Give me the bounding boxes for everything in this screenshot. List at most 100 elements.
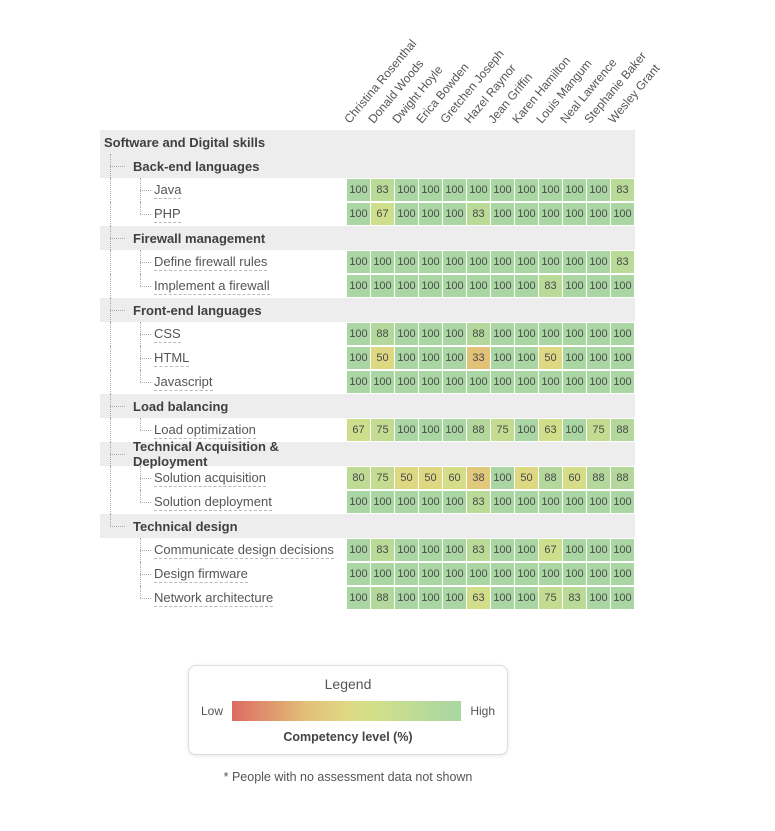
heatmap-cell[interactable]: 88 [611,419,634,441]
skill-label[interactable]: Design firmware [154,565,248,583]
heatmap-cell[interactable]: 100 [371,371,394,393]
heatmap-cell[interactable]: 88 [371,323,394,345]
heatmap-cell[interactable]: 100 [587,203,610,225]
heatmap-cell[interactable]: 100 [443,275,466,297]
heatmap-cell[interactable]: 100 [371,491,394,513]
heatmap-cell[interactable]: 100 [539,563,562,585]
skill-label[interactable]: Solution deployment [154,493,272,511]
skill-label[interactable]: PHP [154,205,181,223]
heatmap-cell[interactable]: 100 [443,419,466,441]
heatmap-cell[interactable]: 100 [443,347,466,369]
heatmap-cell[interactable]: 100 [419,419,442,441]
heatmap-cell[interactable]: 100 [587,539,610,561]
heatmap-cell[interactable]: 100 [467,371,490,393]
skill-group-label[interactable]: Front-end languages [133,302,262,318]
heatmap-cell[interactable]: 100 [563,203,586,225]
heatmap-cell[interactable]: 100 [587,371,610,393]
heatmap-cell[interactable]: 80 [347,467,370,489]
heatmap-cell[interactable]: 100 [467,275,490,297]
skill-label[interactable]: CSS [154,325,181,343]
heatmap-cell[interactable]: 100 [371,563,394,585]
heatmap-cell[interactable]: 100 [419,275,442,297]
heatmap-cell[interactable]: 100 [515,539,538,561]
heatmap-cell[interactable]: 75 [491,419,514,441]
heatmap-cell[interactable]: 100 [443,587,466,609]
heatmap-cell[interactable]: 100 [395,251,418,273]
heatmap-cell[interactable]: 100 [539,203,562,225]
heatmap-cell[interactable]: 60 [563,467,586,489]
heatmap-cell[interactable]: 100 [563,539,586,561]
heatmap-cell[interactable]: 100 [515,203,538,225]
heatmap-cell[interactable]: 88 [371,587,394,609]
heatmap-cell[interactable]: 67 [539,539,562,561]
heatmap-cell[interactable]: 100 [419,563,442,585]
heatmap-cell[interactable]: 88 [467,419,490,441]
heatmap-cell[interactable]: 100 [467,563,490,585]
heatmap-cell[interactable]: 100 [611,275,634,297]
heatmap-cell[interactable]: 100 [539,179,562,201]
heatmap-cell[interactable]: 100 [347,251,370,273]
heatmap-cell[interactable]: 100 [491,587,514,609]
heatmap-cell[interactable]: 100 [491,563,514,585]
heatmap-cell[interactable]: 100 [347,371,370,393]
heatmap-cell[interactable]: 100 [491,275,514,297]
heatmap-cell[interactable]: 50 [371,347,394,369]
heatmap-cell[interactable]: 100 [347,275,370,297]
skill-label[interactable]: Load optimization [154,421,256,439]
heatmap-cell[interactable]: 100 [491,371,514,393]
heatmap-cell[interactable]: 75 [371,419,394,441]
heatmap-cell[interactable]: 100 [395,179,418,201]
heatmap-cell[interactable]: 100 [587,275,610,297]
heatmap-cell[interactable]: 100 [587,179,610,201]
heatmap-cell[interactable]: 83 [611,179,634,201]
heatmap-cell[interactable]: 100 [563,491,586,513]
heatmap-cell[interactable]: 100 [419,491,442,513]
heatmap-cell[interactable]: 100 [491,203,514,225]
heatmap-cell[interactable]: 100 [491,467,514,489]
heatmap-cell[interactable]: 100 [587,491,610,513]
skill-label[interactable]: Network architecture [154,589,274,607]
heatmap-cell[interactable]: 75 [539,587,562,609]
heatmap-cell[interactable]: 100 [347,323,370,345]
skill-label[interactable]: Java [154,181,182,199]
heatmap-cell[interactable]: 38 [467,467,490,489]
heatmap-cell[interactable]: 100 [395,323,418,345]
heatmap-cell[interactable]: 100 [467,179,490,201]
heatmap-cell[interactable]: 100 [395,275,418,297]
heatmap-cell[interactable]: 100 [611,323,634,345]
heatmap-cell[interactable]: 75 [371,467,394,489]
heatmap-cell[interactable]: 100 [539,323,562,345]
heatmap-cell[interactable]: 100 [419,179,442,201]
heatmap-cell[interactable]: 83 [467,203,490,225]
heatmap-cell[interactable]: 100 [587,563,610,585]
heatmap-cell[interactable]: 33 [467,347,490,369]
heatmap-cell[interactable]: 100 [347,563,370,585]
heatmap-cell[interactable]: 100 [491,323,514,345]
heatmap-cell[interactable]: 100 [611,491,634,513]
heatmap-cell[interactable]: 100 [611,563,634,585]
heatmap-cell[interactable]: 100 [515,323,538,345]
heatmap-cell[interactable]: 100 [419,323,442,345]
skill-group-label[interactable]: Technical Acquisition & Deployment [133,439,279,469]
heatmap-cell[interactable]: 100 [443,563,466,585]
heatmap-cell[interactable]: 100 [419,539,442,561]
heatmap-cell[interactable]: 100 [587,587,610,609]
skill-label[interactable]: Define firewall rules [154,253,268,271]
heatmap-cell[interactable]: 100 [587,323,610,345]
heatmap-cell[interactable]: 100 [395,419,418,441]
heatmap-cell[interactable]: 100 [443,539,466,561]
heatmap-cell[interactable]: 100 [491,539,514,561]
heatmap-cell[interactable]: 100 [371,275,394,297]
heatmap-cell[interactable]: 100 [443,203,466,225]
heatmap-cell[interactable]: 100 [347,491,370,513]
heatmap-cell[interactable]: 100 [443,179,466,201]
heatmap-cell[interactable]: 100 [395,371,418,393]
heatmap-cell[interactable]: 100 [419,251,442,273]
heatmap-cell[interactable]: 100 [347,203,370,225]
heatmap-cell[interactable]: 100 [587,347,610,369]
heatmap-cell[interactable]: 100 [443,371,466,393]
heatmap-cell[interactable]: 100 [419,203,442,225]
heatmap-cell[interactable]: 83 [371,539,394,561]
heatmap-cell[interactable]: 100 [491,347,514,369]
heatmap-cell[interactable]: 100 [515,491,538,513]
